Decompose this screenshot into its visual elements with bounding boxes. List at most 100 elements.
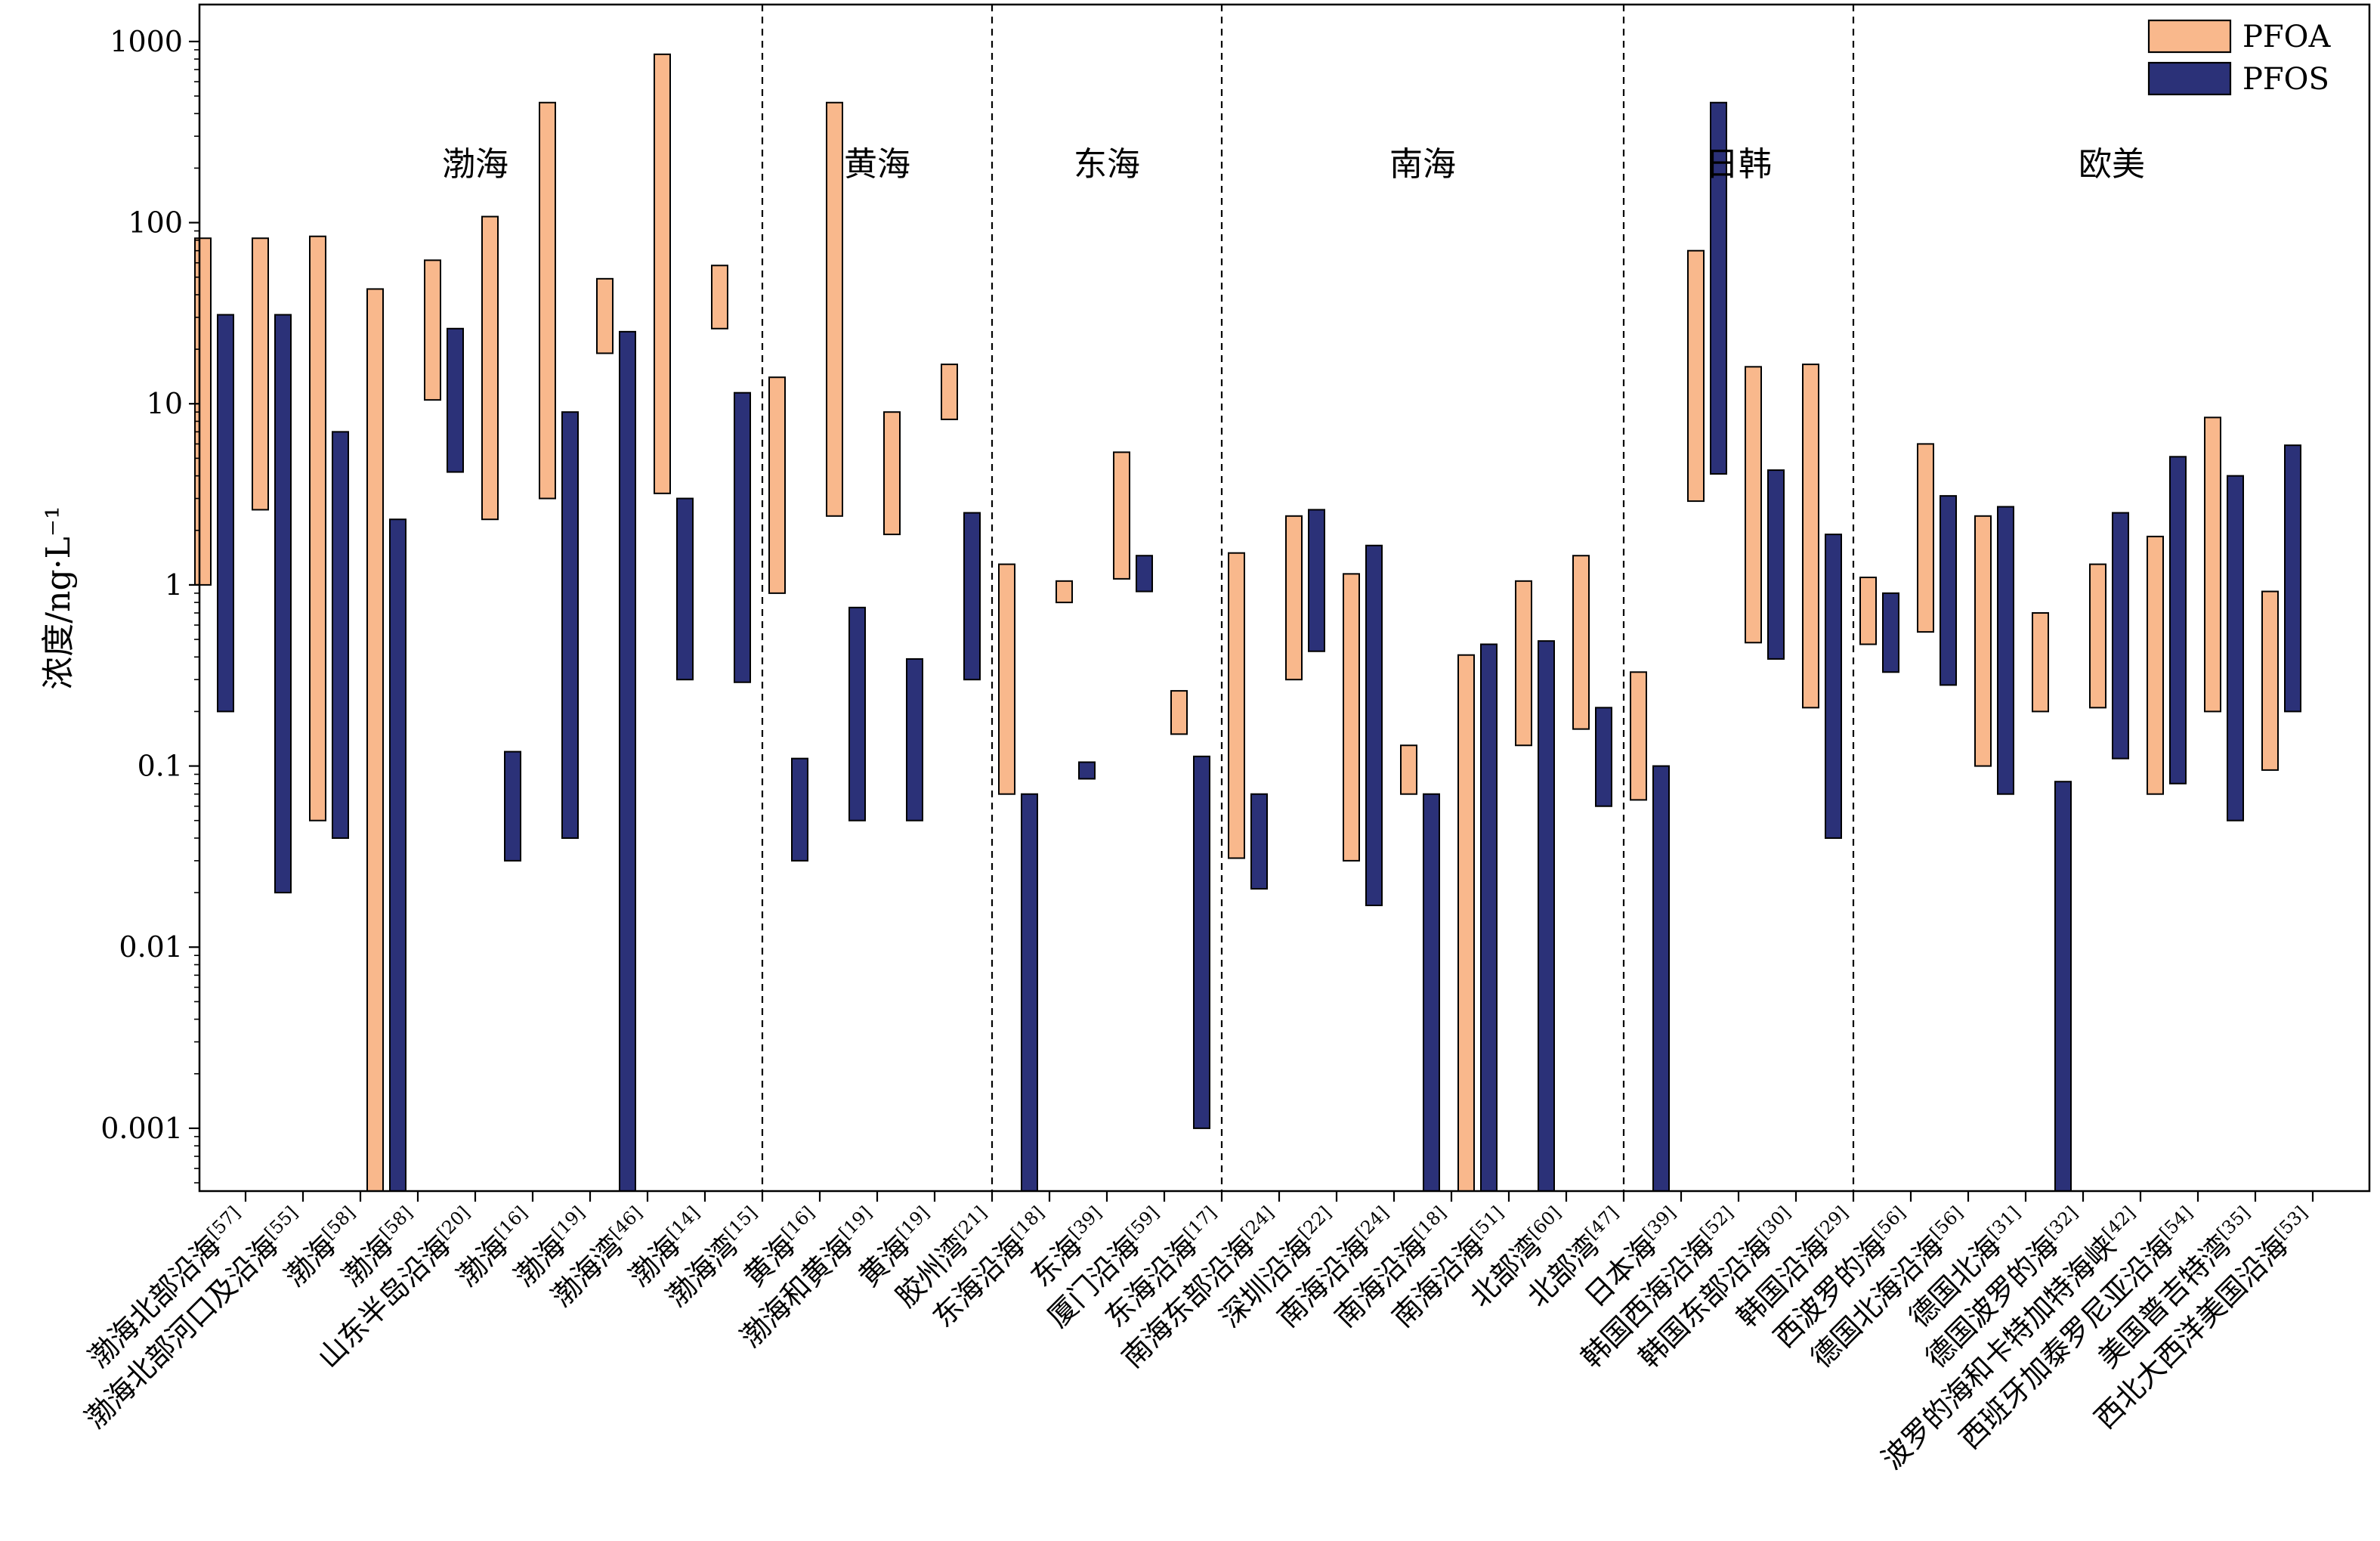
- pfoa-bar: [1457, 654, 1475, 1192]
- pfos-bar: [2284, 444, 2301, 713]
- pfos-bar: [1767, 469, 1785, 660]
- y-tick-label: 0.1: [138, 750, 183, 783]
- pfoa-bar: [1630, 671, 1647, 801]
- pfos-bar: [1021, 793, 1038, 1193]
- pfoa-bar: [2261, 590, 2279, 771]
- y-tick-label: 0.01: [119, 930, 183, 964]
- pfos-bar: [1423, 793, 1440, 1193]
- pfoa-bar: [2147, 535, 2164, 795]
- pfoa-bar: [1572, 555, 1590, 730]
- y-tick-label: 1000: [110, 25, 183, 58]
- pfoa-bar: [539, 101, 556, 500]
- pfos-bar: [1136, 555, 1153, 593]
- pfoa-bar: [1687, 249, 1705, 503]
- pfos-bar: [734, 391, 751, 683]
- pfoa-bar: [1343, 573, 1360, 862]
- pfoa-bar: [654, 53, 671, 494]
- y-tick-label: 0.001: [100, 1112, 183, 1145]
- pfoa-bar: [596, 277, 614, 354]
- y-axis-title: 浓度/ng·L⁻¹: [39, 506, 78, 689]
- pfoa-bar: [1056, 580, 1073, 604]
- pfoa-bar: [1917, 443, 1934, 633]
- pfos-bar: [906, 658, 923, 822]
- pfoa-bar: [1859, 576, 1877, 645]
- legend: PFOA PFOS: [2147, 19, 2331, 97]
- pfoa-bar: [2089, 563, 2106, 709]
- pfoa-bar: [2032, 612, 2049, 713]
- x-tick-label: 渤海北部河口及沿海[55]: [78, 1202, 311, 1435]
- pfoa-bar: [1113, 451, 1130, 580]
- legend-swatch: [2147, 19, 2232, 54]
- region-label: 黄海: [844, 145, 910, 184]
- plot-frame: [198, 3, 2371, 1193]
- pfoa-bar: [1745, 366, 1762, 644]
- pfoa-bar: [1515, 580, 1532, 747]
- pfos-bar: [791, 757, 808, 862]
- pfoa-bar: [1802, 364, 1819, 709]
- pfoa-bar: [1400, 744, 1417, 795]
- pfos-bar: [1365, 544, 1383, 906]
- region-label: 欧美: [2079, 145, 2145, 184]
- pfos-bar: [1997, 506, 2014, 795]
- x-tick-label: 西北大西洋美国沿海[53]: [2088, 1202, 2320, 1435]
- region-dividers: [761, 5, 1855, 1191]
- pfos-bar: [332, 431, 349, 839]
- pfoa-bar: [711, 265, 728, 330]
- y-tick-label: 1: [165, 568, 183, 602]
- pfos-bar: [389, 518, 406, 1192]
- pfos-bar: [1193, 755, 1210, 1129]
- pfoa-bar: [1170, 690, 1188, 735]
- legend-swatch: [2147, 61, 2232, 96]
- pfos-bar: [1825, 534, 1842, 839]
- pfos-bar: [1882, 592, 1899, 673]
- pfoa-bar: [2204, 416, 2221, 713]
- region-label: 南海: [1389, 145, 1456, 184]
- region-label: 东海: [1074, 145, 1140, 184]
- bars-layer: [194, 53, 2301, 1193]
- axes: 10001001010.10.010.001浓度/ng·L⁻¹渤海北部沿海[57…: [39, 3, 2371, 1476]
- pfoa-bar: [998, 563, 1015, 795]
- pfoa-bar: [366, 288, 384, 1192]
- pfos-bar: [2227, 475, 2244, 822]
- pfos-bar: [1078, 761, 1096, 780]
- pfos-bar: [217, 314, 234, 713]
- pfos-bar: [848, 606, 866, 822]
- pfos-bar: [1538, 640, 1555, 1192]
- pfos-bar: [2169, 456, 2187, 784]
- region-labels: 渤海 黄海 东海 南海 日韩 欧美: [442, 145, 2145, 184]
- pfos-bar: [1308, 509, 1325, 652]
- pfoa-bar: [481, 215, 499, 521]
- pfos-bar: [2054, 781, 2072, 1192]
- pfos-bar: [504, 750, 521, 862]
- pfos-bar: [1710, 101, 1727, 475]
- pfoa-bar: [309, 235, 326, 822]
- pfoa-bar: [941, 364, 958, 420]
- legend-label: PFOS: [2242, 62, 2329, 97]
- pfos-bar: [619, 330, 636, 1192]
- pfoa-bar: [1974, 515, 1992, 767]
- pfoa-bar: [768, 376, 786, 594]
- pfoa-bar: [826, 101, 843, 517]
- pfoa-bar: [252, 237, 269, 511]
- pfos-bar: [2112, 512, 2129, 760]
- pfos-bar: [963, 512, 981, 681]
- pfoa-bar: [1285, 515, 1303, 681]
- pfos-bar: [447, 327, 464, 473]
- y-tick-label: 10: [147, 387, 183, 420]
- pfos-bar: [1480, 643, 1498, 1192]
- pfoa-bar: [424, 259, 441, 401]
- region-label: 渤海: [442, 145, 508, 184]
- pfos-bar: [1652, 765, 1670, 1192]
- region-label: 日韩: [1705, 145, 1772, 184]
- y-tick-label: 100: [128, 206, 183, 240]
- pfos-bar: [274, 314, 292, 894]
- pfos-bar: [676, 497, 694, 681]
- pfoa-bar: [883, 411, 901, 536]
- pfos-bar: [561, 411, 579, 839]
- pfos-bar: [1940, 495, 1957, 686]
- legend-label: PFOA: [2242, 20, 2331, 54]
- pfos-bar: [1595, 707, 1612, 807]
- pfoa-bar: [1228, 552, 1245, 859]
- pfos-bar: [1250, 793, 1268, 890]
